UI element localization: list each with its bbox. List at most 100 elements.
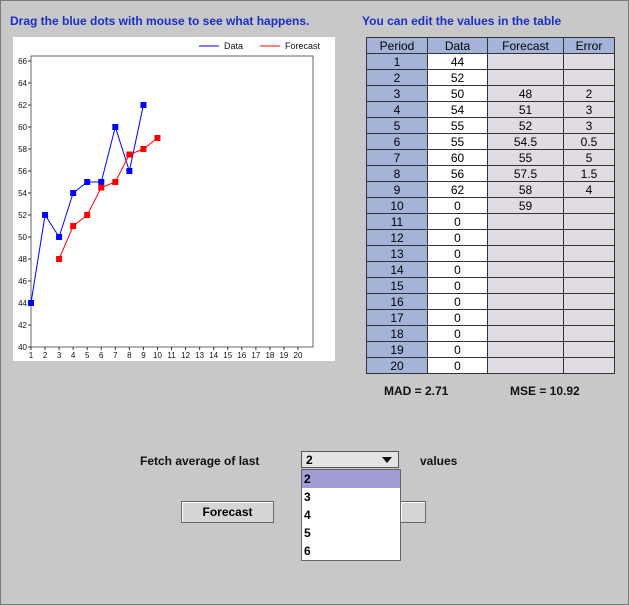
y-tick-label: 56 xyxy=(18,167,27,176)
series-point-forecast xyxy=(98,184,105,191)
select-value: 2 xyxy=(306,453,313,467)
cell-period: 13 xyxy=(366,245,428,262)
cell-data[interactable]: 56 xyxy=(427,165,488,182)
table-row: 16 0 xyxy=(366,293,615,310)
header-forecast: Forecast xyxy=(487,37,564,54)
cell-data[interactable]: 62 xyxy=(427,181,488,198)
dropdown-option[interactable]: 4 xyxy=(304,508,311,522)
cell-period: 11 xyxy=(366,213,428,230)
cell-error: 3 xyxy=(563,101,615,118)
cell-data[interactable]: 0 xyxy=(427,309,488,326)
series-point-data[interactable] xyxy=(140,102,147,108)
series-point-data[interactable] xyxy=(56,234,63,240)
cell-data[interactable]: 55 xyxy=(427,133,488,150)
cell-data[interactable]: 0 xyxy=(427,277,488,294)
series-point-forecast xyxy=(56,256,63,262)
legend-label-forecast: Forecast xyxy=(285,41,321,51)
table-row: 15 0 xyxy=(366,277,615,294)
x-tick-label: 14 xyxy=(209,351,218,360)
cell-data[interactable]: 52 xyxy=(427,69,488,86)
dropdown-arrow-icon[interactable] xyxy=(382,457,392,463)
table-row: 7 60 55 5 xyxy=(366,149,615,166)
average-count-options[interactable]: 2 3 4 5 6 xyxy=(301,469,401,561)
cell-error: 2 xyxy=(563,85,615,102)
table-row: 12 0 xyxy=(366,229,615,246)
cell-period: 1 xyxy=(366,53,428,70)
cell-error xyxy=(563,69,615,86)
table-row: 2 52 xyxy=(366,69,615,86)
dropdown-option[interactable]: 2 xyxy=(302,470,400,488)
dropdown-option[interactable]: 6 xyxy=(304,544,311,558)
forecast-chart[interactable]: 40 42 44 46 48 50 52 54 56 58 60 62 64 66 1 2 3 4 5 6 7 8 9 10 1… xyxy=(13,37,335,361)
values-label: values xyxy=(420,454,458,468)
dropdown-option[interactable]: 5 xyxy=(304,526,311,540)
average-count-select[interactable]: 2 xyxy=(301,451,399,468)
series-point-forecast xyxy=(112,179,119,185)
cell-data[interactable]: 0 xyxy=(427,245,488,262)
y-tick-label: 48 xyxy=(18,255,27,264)
y-tick-label: 64 xyxy=(18,79,27,88)
table-row: 11 0 xyxy=(366,213,615,230)
cell-error xyxy=(563,341,615,358)
series-point-data[interactable] xyxy=(126,168,133,174)
dropdown-option[interactable]: 3 xyxy=(304,490,311,504)
series-point-data[interactable] xyxy=(98,179,105,185)
cell-error: 4 xyxy=(563,181,615,198)
cell-forecast xyxy=(487,245,564,262)
cell-error xyxy=(563,229,615,246)
series-point-data[interactable] xyxy=(112,124,119,130)
cell-data[interactable]: 0 xyxy=(427,261,488,278)
y-tick-label: 42 xyxy=(18,321,27,330)
cell-data[interactable]: 44 xyxy=(427,53,488,70)
series-point-data[interactable] xyxy=(28,300,34,306)
cell-forecast xyxy=(487,213,564,230)
cell-data[interactable]: 0 xyxy=(427,197,488,214)
series-point-data[interactable] xyxy=(84,179,91,185)
cell-forecast: 57.5 xyxy=(487,165,564,182)
values-table[interactable]: Period Data Forecast Error 1 44 2 52 3 50 48 2 4… xyxy=(366,37,615,374)
cell-forecast: 52 xyxy=(487,117,564,134)
x-tick-label: 13 xyxy=(195,351,204,360)
y-tick-label: 58 xyxy=(18,145,27,154)
table-row: 20 0 xyxy=(366,357,615,374)
y-tick-label: 46 xyxy=(18,277,27,286)
table-row: 9 62 58 4 xyxy=(366,181,615,198)
cell-forecast xyxy=(487,325,564,342)
table-row: 10 0 59 xyxy=(366,197,615,214)
series-point-data[interactable] xyxy=(42,212,49,218)
cell-period: 17 xyxy=(366,309,428,326)
table-row: 3 50 48 2 xyxy=(366,85,615,102)
cell-data[interactable]: 0 xyxy=(427,213,488,230)
cell-period: 14 xyxy=(366,261,428,278)
y-tick-label: 50 xyxy=(18,233,27,242)
cell-data[interactable]: 0 xyxy=(427,341,488,358)
y-tick-label: 60 xyxy=(18,123,27,132)
cell-period: 6 xyxy=(366,133,428,150)
x-tick-label: 15 xyxy=(223,351,232,360)
x-tick-label: 17 xyxy=(251,351,260,360)
cell-data[interactable]: 50 xyxy=(427,85,488,102)
cell-data[interactable]: 55 xyxy=(427,117,488,134)
fetch-label: Fetch average of last xyxy=(140,454,260,468)
series-point-data[interactable] xyxy=(70,190,77,196)
cell-forecast: 58 xyxy=(487,181,564,198)
series-point-forecast xyxy=(70,223,77,229)
cell-data[interactable]: 0 xyxy=(427,229,488,246)
cell-forecast xyxy=(487,229,564,246)
y-tick-label: 66 xyxy=(18,57,27,66)
cell-forecast: 48 xyxy=(487,85,564,102)
cell-period: 18 xyxy=(366,325,428,342)
cell-error: 0.5 xyxy=(563,133,615,150)
secondary-button[interactable] xyxy=(400,501,426,523)
cell-error xyxy=(563,277,615,294)
series-point-forecast xyxy=(154,135,161,141)
cell-data[interactable]: 60 xyxy=(427,149,488,166)
cell-data[interactable]: 54 xyxy=(427,101,488,118)
x-tick-label: 11 xyxy=(167,351,176,360)
cell-data[interactable]: 0 xyxy=(427,293,488,310)
cell-period: 10 xyxy=(366,197,428,214)
forecast-button[interactable]: Forecast xyxy=(181,501,274,523)
cell-data[interactable]: 0 xyxy=(427,325,488,342)
cell-data[interactable]: 0 xyxy=(427,357,488,374)
